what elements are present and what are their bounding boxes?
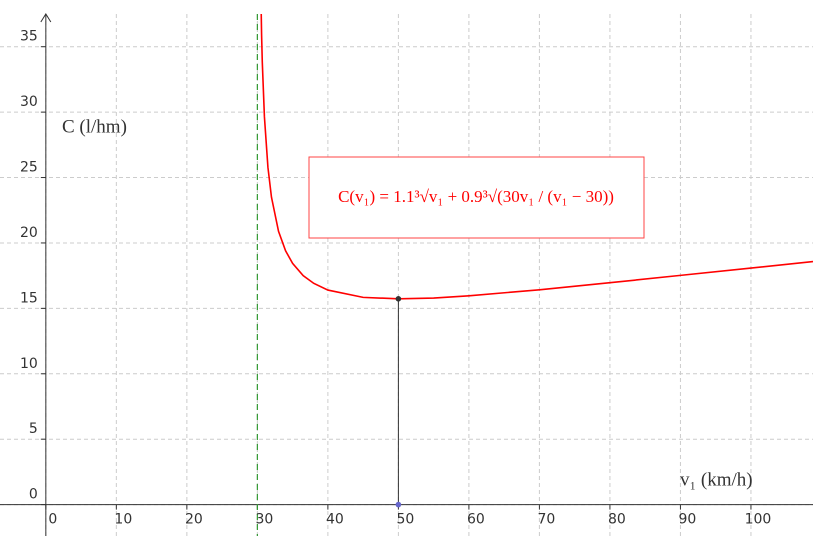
x-tick-label: 90 bbox=[679, 512, 697, 528]
x-tick-label: 50 bbox=[396, 512, 414, 528]
point bbox=[395, 501, 402, 508]
y-tick-label: 30 bbox=[20, 94, 38, 110]
y-tick-label: 15 bbox=[20, 290, 38, 306]
x-tick-label: 10 bbox=[114, 512, 132, 528]
y-axis-arrow bbox=[40, 13, 52, 23]
x-tick-label: 20 bbox=[185, 512, 203, 528]
point bbox=[395, 296, 402, 302]
y-tick-label: 20 bbox=[20, 225, 38, 241]
x-tick-label: 40 bbox=[326, 512, 344, 528]
formula-box bbox=[308, 156, 645, 239]
x-tick-label: 30 bbox=[255, 512, 273, 528]
formula: C(v₁) = 1.1³√v₁ + 0.9³√(30v₁ / (v₁ − 30)… bbox=[338, 187, 614, 206]
y-tick-label: 10 bbox=[20, 356, 38, 372]
y-tick-label: 0 bbox=[29, 487, 38, 503]
curve bbox=[260, 14, 813, 300]
y-tick-label: 35 bbox=[20, 29, 38, 45]
y-tick-label: 25 bbox=[20, 160, 38, 176]
x-tick-label: 60 bbox=[467, 512, 485, 528]
x-axis-label: v₁ (km/h) bbox=[680, 469, 753, 490]
y-axis-label: C (l/hm) bbox=[62, 116, 127, 137]
x-tick-label: 80 bbox=[608, 512, 626, 528]
y-tick-label: 5 bbox=[29, 421, 38, 437]
x-tick-label: 70 bbox=[538, 512, 556, 528]
x-tick-label: 100 bbox=[745, 512, 772, 528]
x-tick-label: 0 bbox=[48, 512, 57, 528]
